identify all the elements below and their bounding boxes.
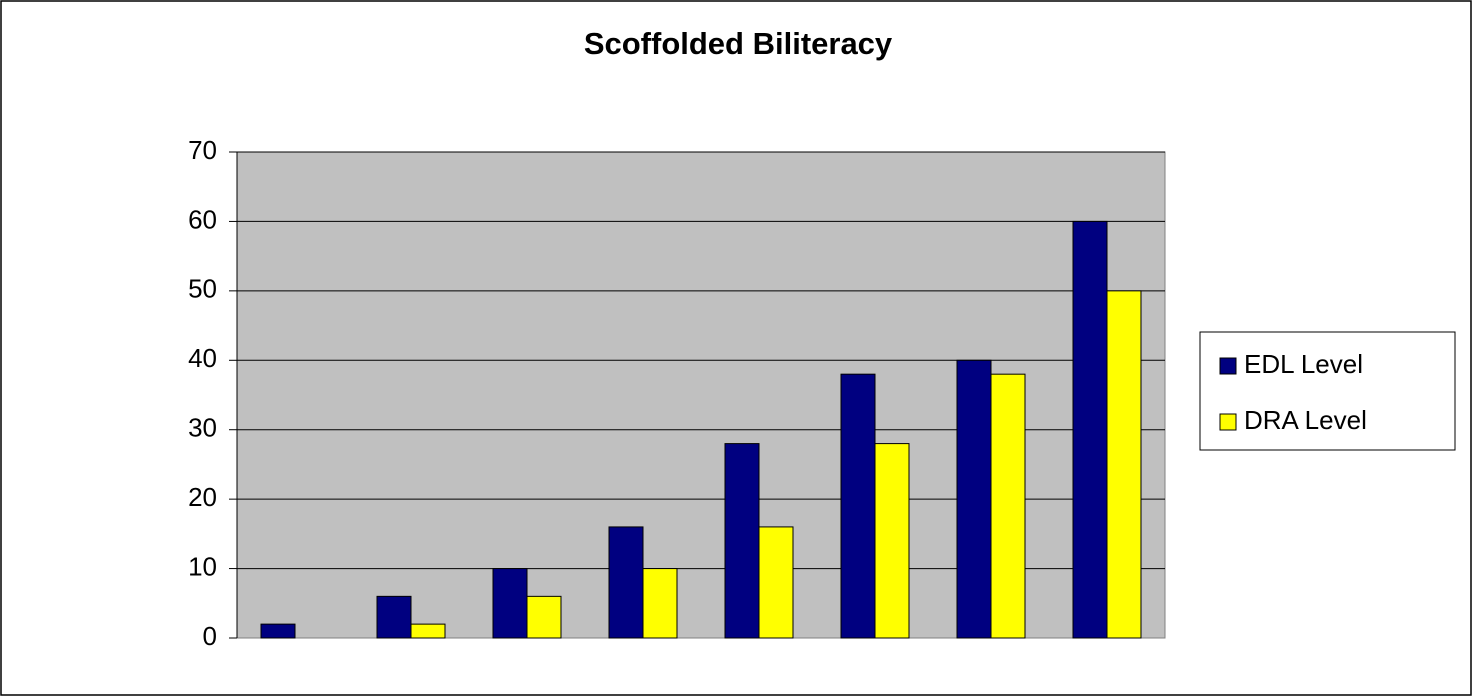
bar xyxy=(260,623,296,639)
bar xyxy=(990,373,1026,639)
plot-area xyxy=(236,151,1166,639)
y-tick-label: 40 xyxy=(188,343,217,373)
legend-label: DRA Level xyxy=(1244,405,1367,435)
y-tick-label: 70 xyxy=(188,135,217,165)
bar xyxy=(642,568,678,639)
y-tick-label: 0 xyxy=(203,621,217,651)
bar xyxy=(410,623,446,639)
y-tick-label: 20 xyxy=(188,482,217,512)
bar xyxy=(840,373,876,639)
y-tick-label: 50 xyxy=(188,274,217,304)
bar xyxy=(376,595,412,639)
legend-label: EDL Level xyxy=(1244,349,1363,379)
bar xyxy=(758,526,794,639)
y-tick-label: 30 xyxy=(188,413,217,443)
bar xyxy=(1106,290,1142,639)
chart-title: Scoffolded Biliteracy xyxy=(584,26,893,61)
y-tick-label: 60 xyxy=(188,204,217,234)
bar xyxy=(956,359,992,639)
bar xyxy=(526,595,562,639)
legend-swatch xyxy=(1219,413,1237,431)
bar xyxy=(874,443,910,639)
legend-box xyxy=(1199,331,1456,451)
y-tick-label: 10 xyxy=(188,551,217,581)
bar xyxy=(492,568,528,639)
legend-swatch xyxy=(1219,357,1237,375)
bar xyxy=(1072,220,1108,639)
bar xyxy=(608,526,644,639)
bar xyxy=(724,443,760,639)
